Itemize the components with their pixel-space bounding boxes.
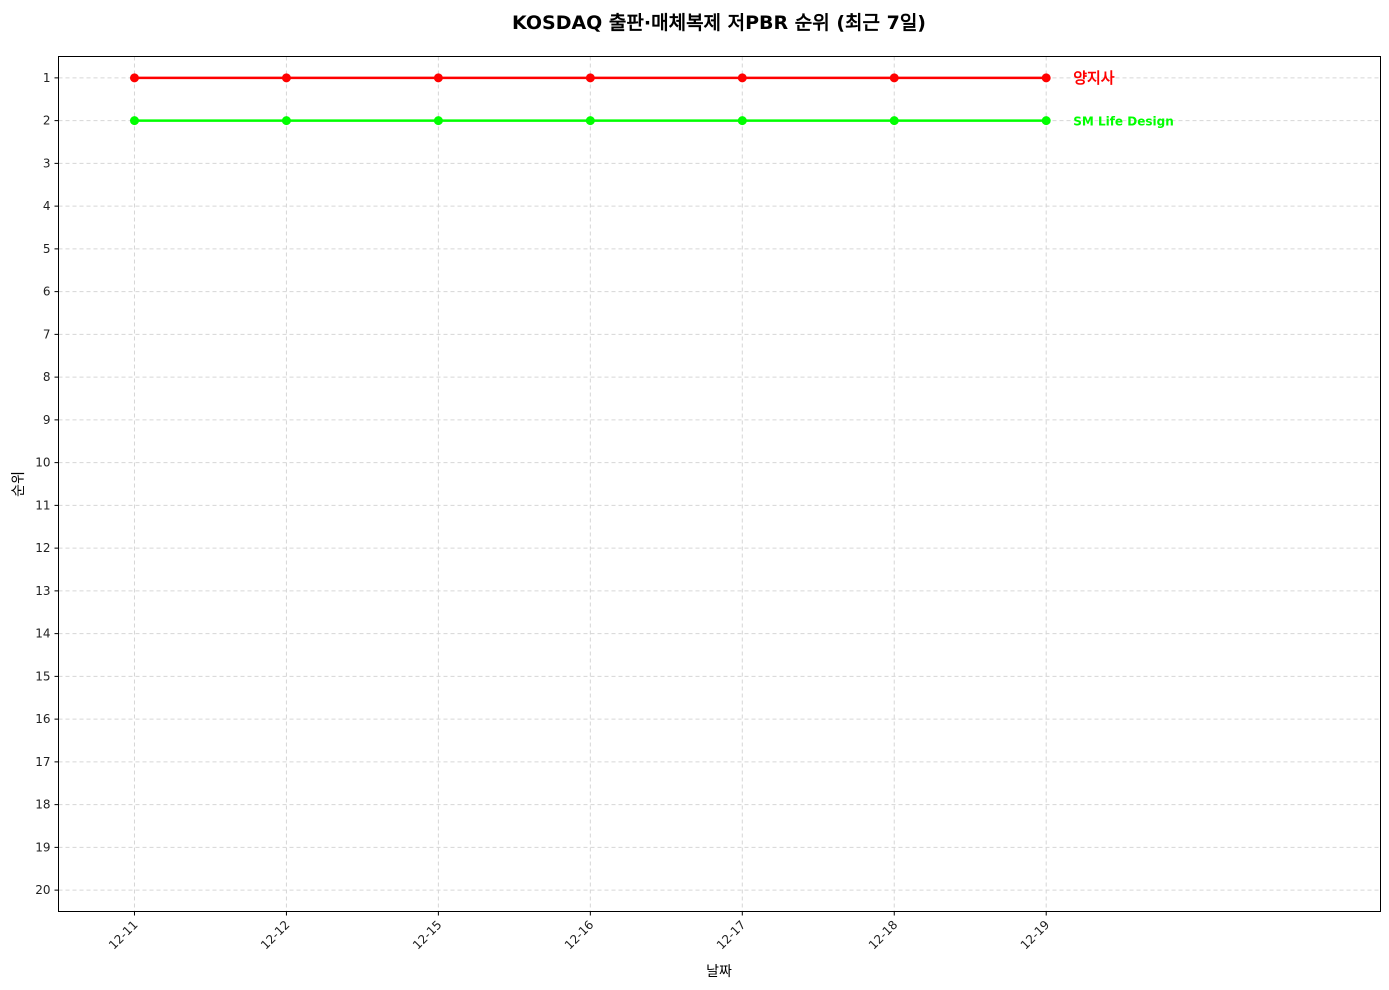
data-point <box>585 116 595 126</box>
x-tick-label: 12-15 <box>410 918 445 953</box>
x-tick-label: 12-11 <box>106 918 141 953</box>
y-tick-label: 2 <box>43 114 51 128</box>
data-point <box>585 73 595 83</box>
grid <box>58 56 1381 912</box>
y-tick-label: 3 <box>43 156 51 170</box>
data-point <box>737 73 747 83</box>
y-tick-label: 19 <box>35 840 50 854</box>
data-point <box>433 116 443 126</box>
y-tick-label: 14 <box>35 627 50 641</box>
series-label: 양지사 <box>1073 69 1115 87</box>
data-point <box>1041 116 1051 126</box>
y-tick-label: 8 <box>43 370 51 384</box>
y-tick-label: 17 <box>35 755 50 769</box>
y-tick-label: 6 <box>43 285 51 299</box>
y-tick-label: 13 <box>35 584 50 598</box>
x-tick-label: 12-17 <box>714 918 749 953</box>
data-point <box>281 73 291 83</box>
x-axis-label: 날짜 <box>706 964 732 980</box>
y-tick-label: 10 <box>35 456 50 470</box>
series-group: 양지사 SM Life Design <box>129 69 1174 129</box>
y-tick-label: 20 <box>35 883 50 897</box>
y-tick-label: 12 <box>35 541 50 555</box>
data-point <box>129 73 139 83</box>
data-point <box>433 73 443 83</box>
chart-title: KOSDAQ 출판·매체복제 저PBR 순위 (최근 7일) <box>512 12 926 34</box>
y-tick-label: 16 <box>35 712 50 726</box>
x-tick-label: 12-19 <box>1018 918 1053 953</box>
series-label: SM Life Design <box>1073 115 1174 129</box>
y-tick-label: 5 <box>43 242 51 256</box>
data-point <box>281 116 291 126</box>
x-tick-label: 12-16 <box>562 918 597 953</box>
data-point <box>889 116 899 126</box>
plot-frame <box>58 56 1381 912</box>
data-point <box>1041 73 1051 83</box>
y-tick-label: 15 <box>35 669 50 683</box>
x-tick-label: 12-18 <box>866 918 901 953</box>
data-point <box>129 116 139 126</box>
y-tick-label: 7 <box>43 327 51 341</box>
y-tick-label: 4 <box>43 199 51 213</box>
y-axis-label: 순위 <box>11 471 27 497</box>
y-tick-label: 1 <box>43 71 51 85</box>
x-tick-label: 12-12 <box>258 918 293 953</box>
y-tick-label: 11 <box>35 498 50 512</box>
y-tick-label: 9 <box>43 413 51 427</box>
y-tick-label: 18 <box>35 798 50 812</box>
data-point <box>889 73 899 83</box>
data-point <box>737 116 747 126</box>
